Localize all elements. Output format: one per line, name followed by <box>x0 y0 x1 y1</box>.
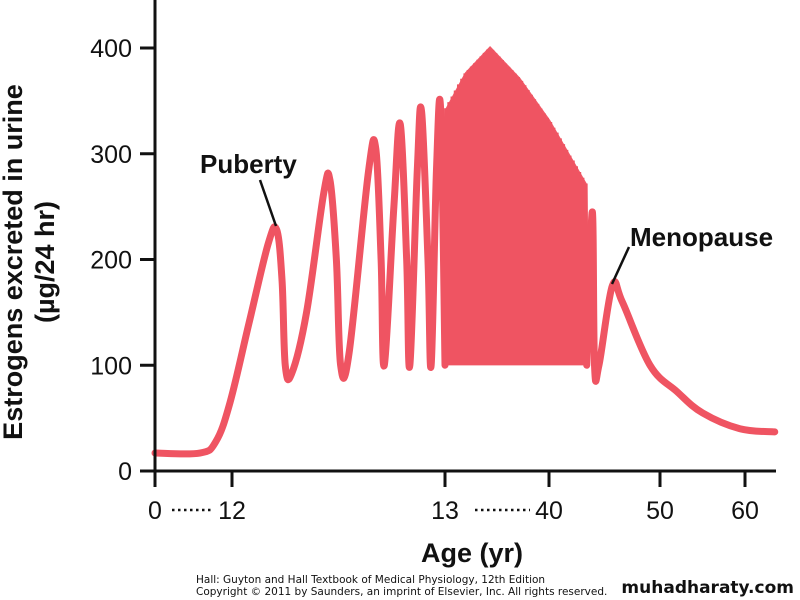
y-tick-label-200: 200 <box>90 247 132 275</box>
y-tick-label-300: 300 <box>90 141 132 169</box>
credit-line-2: Copyright © 2011 by Saunders, an imprint… <box>196 586 608 598</box>
puberty-label: Puberty <box>200 149 297 179</box>
curve-reproductive-cycles <box>442 49 590 368</box>
x-tick-label-0: 0 <box>148 497 162 525</box>
curve-childhood-puberty <box>151 95 449 458</box>
x-tick-label-13: 13 <box>431 497 459 525</box>
x-tick-label-40: 40 <box>535 497 563 525</box>
x-axis-title: Age (yr) <box>421 538 523 568</box>
y-tick-label-0: 0 <box>118 458 132 486</box>
y-axis-title: Estrogens excreted in urine <box>0 84 28 440</box>
y-tick-label-100: 100 <box>90 352 132 380</box>
watermark: muhadharaty.com <box>621 578 794 598</box>
curve-menopause <box>583 208 779 436</box>
puberty-leader-line <box>258 179 278 227</box>
menopause-label: Menopause <box>630 222 773 252</box>
y-tick-label-400: 400 <box>90 35 132 63</box>
y-axis-unit: (µg/24 hr) <box>30 201 60 323</box>
x-tick-label-50: 50 <box>646 497 674 525</box>
menopause-leader-line <box>610 246 631 285</box>
credit-line-1: Hall: Guyton and Hall Textbook of Medica… <box>196 574 546 586</box>
x-tick-label-60: 60 <box>731 497 759 525</box>
figure-credit: Hall: Guyton and Hall Textbook of Medica… <box>196 574 607 598</box>
x-tick-label-12: 12 <box>218 497 246 525</box>
